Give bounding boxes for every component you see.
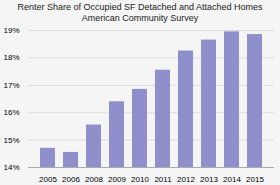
svg-text:2005: 2005 [39,175,57,183]
svg-text:2012: 2012 [177,175,195,183]
svg-text:17%: 17% [3,81,19,90]
svg-text:2014: 2014 [223,175,241,183]
svg-text:2010: 2010 [131,175,149,183]
svg-text:15%: 15% [3,136,19,145]
svg-text:2009: 2009 [108,175,126,183]
svg-text:2013: 2013 [200,175,218,183]
svg-text:2006: 2006 [62,175,80,183]
html-text:Renter Share of Occupied SF De: Renter Share of Occupied SF Detached and… [17,2,263,23]
svg-text:14%: 14% [3,163,19,172]
svg-text:2008: 2008 [85,175,103,183]
svg-text:2015: 2015 [246,175,264,183]
svg-text:2011: 2011 [154,175,172,183]
svg-text:18%: 18% [3,53,19,62]
svg-text:19%: 19% [3,26,19,35]
svg-text:16%: 16% [3,108,19,117]
